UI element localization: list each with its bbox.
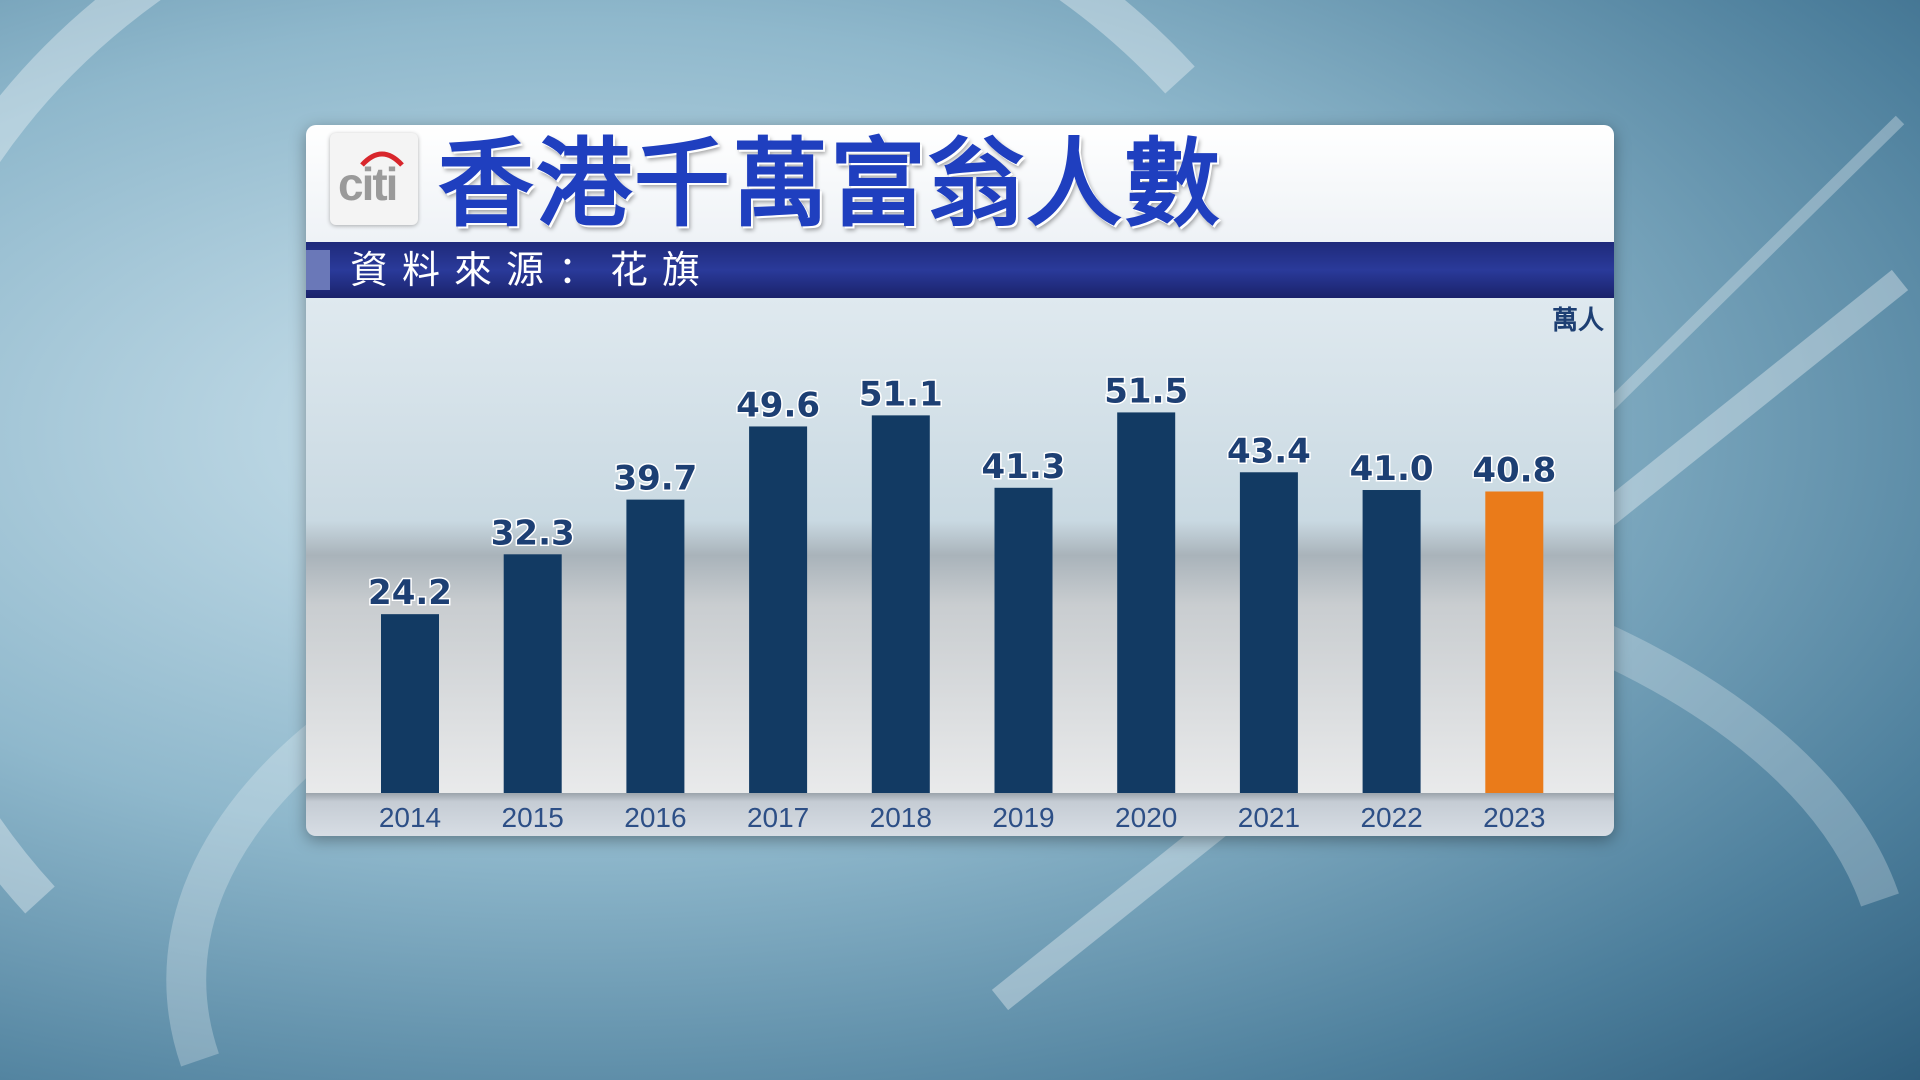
bar-2020 bbox=[1117, 412, 1176, 793]
bar-2014 bbox=[381, 614, 439, 793]
x-tick-label: 2023 bbox=[1483, 802, 1545, 833]
x-tick-label: 2018 bbox=[870, 802, 932, 833]
bar-2023 bbox=[1485, 491, 1544, 793]
bar-2015 bbox=[503, 554, 562, 793]
x-tick-label: 2015 bbox=[502, 802, 564, 833]
value-label: 49.6 bbox=[736, 385, 820, 425]
bar-2021 bbox=[1239, 472, 1298, 793]
bar-chart: 24.2 2014 32.3 2015 39.7 2016 49.6 2017 51.1 2018… bbox=[367, 370, 1558, 833]
value-label: 39.7 bbox=[613, 459, 697, 499]
title-band: citi 香港千萬富翁人數 bbox=[306, 125, 1614, 242]
x-tick-label: 2019 bbox=[992, 802, 1054, 833]
bar-2018 bbox=[871, 415, 930, 793]
bar-2016 bbox=[626, 499, 685, 793]
citi-logo: citi bbox=[330, 133, 418, 225]
x-tick-label: 2020 bbox=[1115, 802, 1177, 833]
x-axis-strip bbox=[306, 793, 1614, 836]
chart-source: 資料來源：花旗 bbox=[350, 248, 715, 292]
bar-2019 bbox=[994, 487, 1053, 793]
value-label: 51.1 bbox=[859, 374, 943, 414]
unit-label: 萬人 bbox=[1551, 306, 1604, 336]
x-tick-label: 2021 bbox=[1238, 802, 1300, 833]
logo-arc-icon bbox=[360, 151, 404, 167]
x-tick-label: 2016 bbox=[624, 802, 686, 833]
source-band: 資料來源：花旗 bbox=[306, 242, 1614, 298]
value-label: 41.0 bbox=[1350, 449, 1434, 489]
value-label: 51.5 bbox=[1104, 371, 1188, 411]
value-label: 32.3 bbox=[491, 513, 575, 553]
x-tick-label: 2022 bbox=[1360, 802, 1422, 833]
source-band-marker bbox=[306, 250, 330, 290]
x-tick-label: 2014 bbox=[379, 802, 441, 833]
value-label: 41.3 bbox=[982, 447, 1066, 487]
value-label: 24.2 bbox=[368, 573, 452, 613]
chart-panel: citi 香港千萬富翁人數 資料來源：花旗 萬人 24.2 2014 32.3 201… bbox=[306, 125, 1614, 836]
x-tick-label: 2017 bbox=[747, 802, 809, 833]
value-label: 40.8 bbox=[1472, 450, 1556, 490]
chart-title: 香港千萬富翁人數 bbox=[438, 128, 1222, 240]
bar-2017 bbox=[749, 426, 808, 793]
logo-text: citi bbox=[338, 158, 398, 210]
bar-2022 bbox=[1362, 490, 1421, 793]
value-label: 43.4 bbox=[1227, 431, 1311, 471]
